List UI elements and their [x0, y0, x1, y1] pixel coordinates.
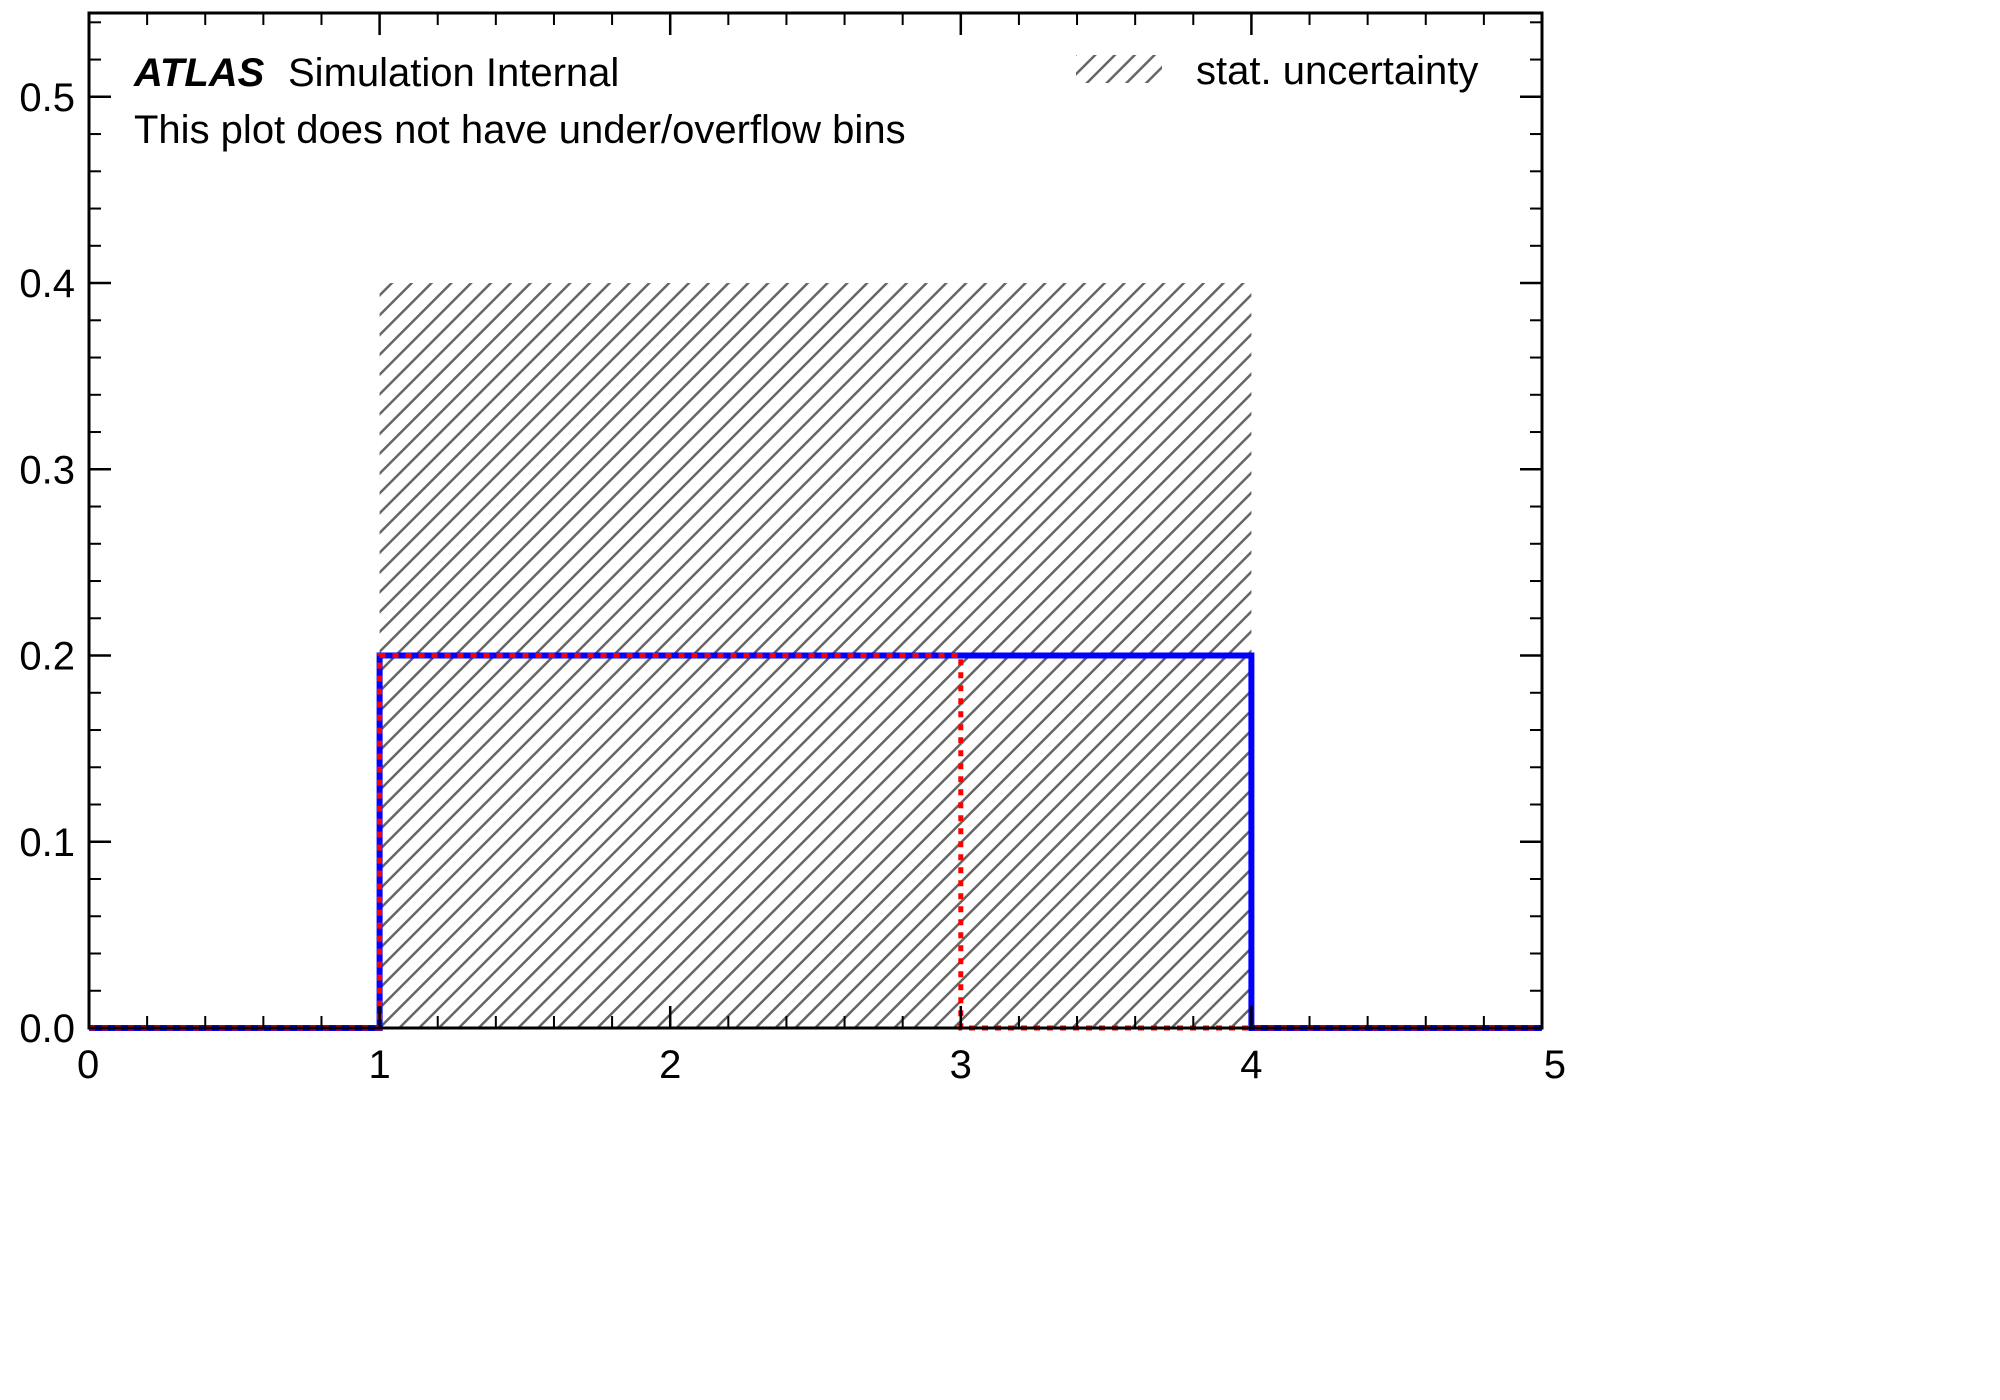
- histogram-series-1: [89, 653, 1542, 1031]
- axes-frame: [87, 11, 1544, 1030]
- x-tick-label: 3: [950, 1043, 972, 1087]
- x-tick-label: 2: [659, 1043, 681, 1087]
- y-tick-label: 0.3: [19, 448, 75, 492]
- y-tick-label: 0.5: [19, 76, 75, 120]
- y-tick-label: 0.2: [19, 635, 75, 679]
- x-tick-label: 5: [1544, 1043, 1566, 1087]
- annotations: ATLAS Simulation Internal This plot does…: [133, 51, 906, 152]
- overflow-note: This plot does not have under/overflow b…: [134, 108, 906, 152]
- legend-hatch-swatch: [1076, 55, 1162, 83]
- axes: 0 1 2 3 4 5 0.0 0.1 0.2 0.3 0.4 0.5: [19, 11, 1566, 1087]
- legend-entry-label: stat. uncertainty: [1196, 49, 1478, 93]
- y-tick-label: 0.1: [19, 821, 75, 865]
- x-tick-label: 4: [1240, 1043, 1262, 1087]
- x-tick-label: 1: [368, 1043, 390, 1087]
- y-tick-label: 0.0: [19, 1007, 75, 1051]
- histogram-plot: 0 1 2 3 4 5 0.0 0.1 0.2 0.3 0.4 0.5 ATLAS Simulatio…: [19, 11, 1566, 1087]
- simulation-label: Simulation Internal: [288, 51, 619, 95]
- y-tick-label: 0.4: [19, 262, 75, 306]
- x-tick-label: 0: [77, 1043, 99, 1087]
- experiment-label: ATLAS: [133, 51, 265, 95]
- legend: stat. uncertainty: [1076, 49, 1478, 93]
